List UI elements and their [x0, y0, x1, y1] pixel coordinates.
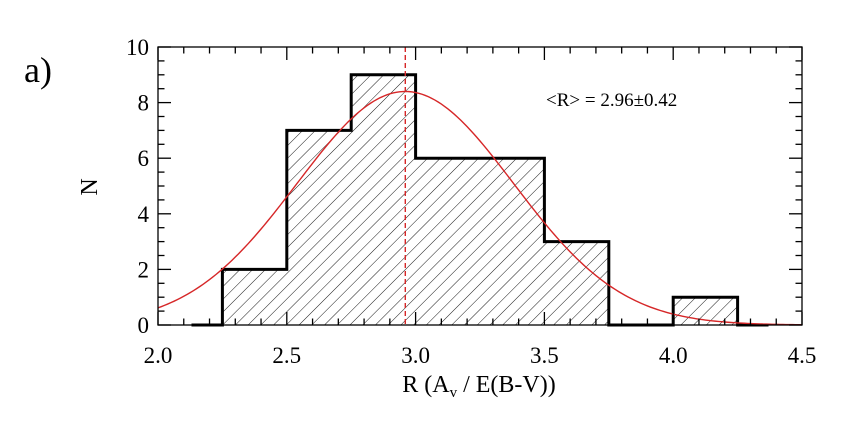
histogram-outline: [191, 73, 769, 327]
x-axis-label: R (Av / E(B-V)): [402, 372, 555, 401]
gaussian-fit-curve: [157, 90, 803, 326]
y-tick-label: 4: [138, 202, 150, 227]
x-tick-label: 3.5: [530, 343, 559, 368]
y-tick-label: 0: [138, 313, 150, 338]
y-axis-label: N: [77, 178, 103, 195]
y-tick-label: 10: [126, 35, 149, 60]
y-tick-labels: 0 2 4 6 8 10: [126, 35, 150, 338]
x-tick-label: 3.0: [401, 343, 430, 368]
x-tick-label: 4.5: [788, 343, 817, 368]
y-tick-label: 2: [138, 257, 150, 282]
panel-label: a): [24, 50, 52, 90]
y-tick-label: 6: [138, 146, 150, 171]
axis-ticks: [157, 46, 803, 326]
x-tick-label: 2.0: [144, 343, 173, 368]
x-tick-label: 4.0: [659, 343, 688, 368]
histogram-fill: [222, 74, 738, 325]
x-tick-labels: 2.0 2.5 3.0 3.5 4.0 4.5: [144, 343, 817, 368]
y-tick-label: 8: [138, 91, 150, 116]
histogram-hatch-fill: [222, 74, 738, 325]
x-tick-label: 2.5: [272, 343, 301, 368]
mean-annotation: <R> = 2.96±0.42: [546, 90, 677, 111]
